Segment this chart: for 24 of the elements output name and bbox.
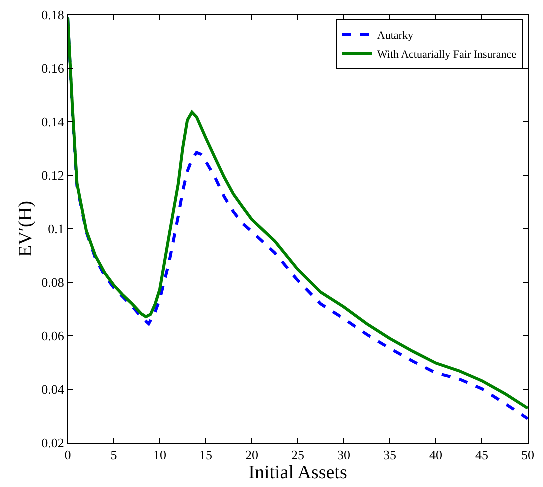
y-tick-label: 0.12: [42, 168, 64, 184]
x-tick-label: 50: [522, 448, 534, 463]
legend-label: Autarky: [377, 30, 414, 42]
x-tick-label: 5: [110, 448, 118, 463]
y-tick-label: 0.04: [42, 382, 65, 398]
y-tick-label: 0.02: [42, 436, 64, 451]
y-tick-label: 0.06: [42, 328, 65, 344]
x-tick-label: 10: [154, 448, 166, 463]
x-tick-label: 45: [476, 448, 488, 463]
x-tick-label: 15: [200, 448, 212, 463]
y-tick-label: 0.18: [42, 8, 64, 23]
x-tick-label: 30: [338, 448, 350, 463]
x-tick-label: 25: [292, 448, 304, 463]
x-tick-label: 40: [430, 448, 442, 463]
legend-label: With Actuarially Fair Insurance: [377, 49, 517, 62]
y-tick-label: 0.08: [42, 275, 64, 290]
y-axis-title: EV′(H): [16, 201, 36, 257]
y-tick-label: 0.14: [42, 114, 65, 130]
x-tick-label: 35: [384, 448, 396, 463]
y-tick-label: 0.1: [48, 222, 64, 237]
x-tick-label: 0: [64, 448, 72, 463]
y-tick-label: 0.16: [42, 61, 65, 76]
x-axis-title: Initial Assets: [248, 462, 348, 484]
x-tick-label: 20: [246, 448, 258, 463]
